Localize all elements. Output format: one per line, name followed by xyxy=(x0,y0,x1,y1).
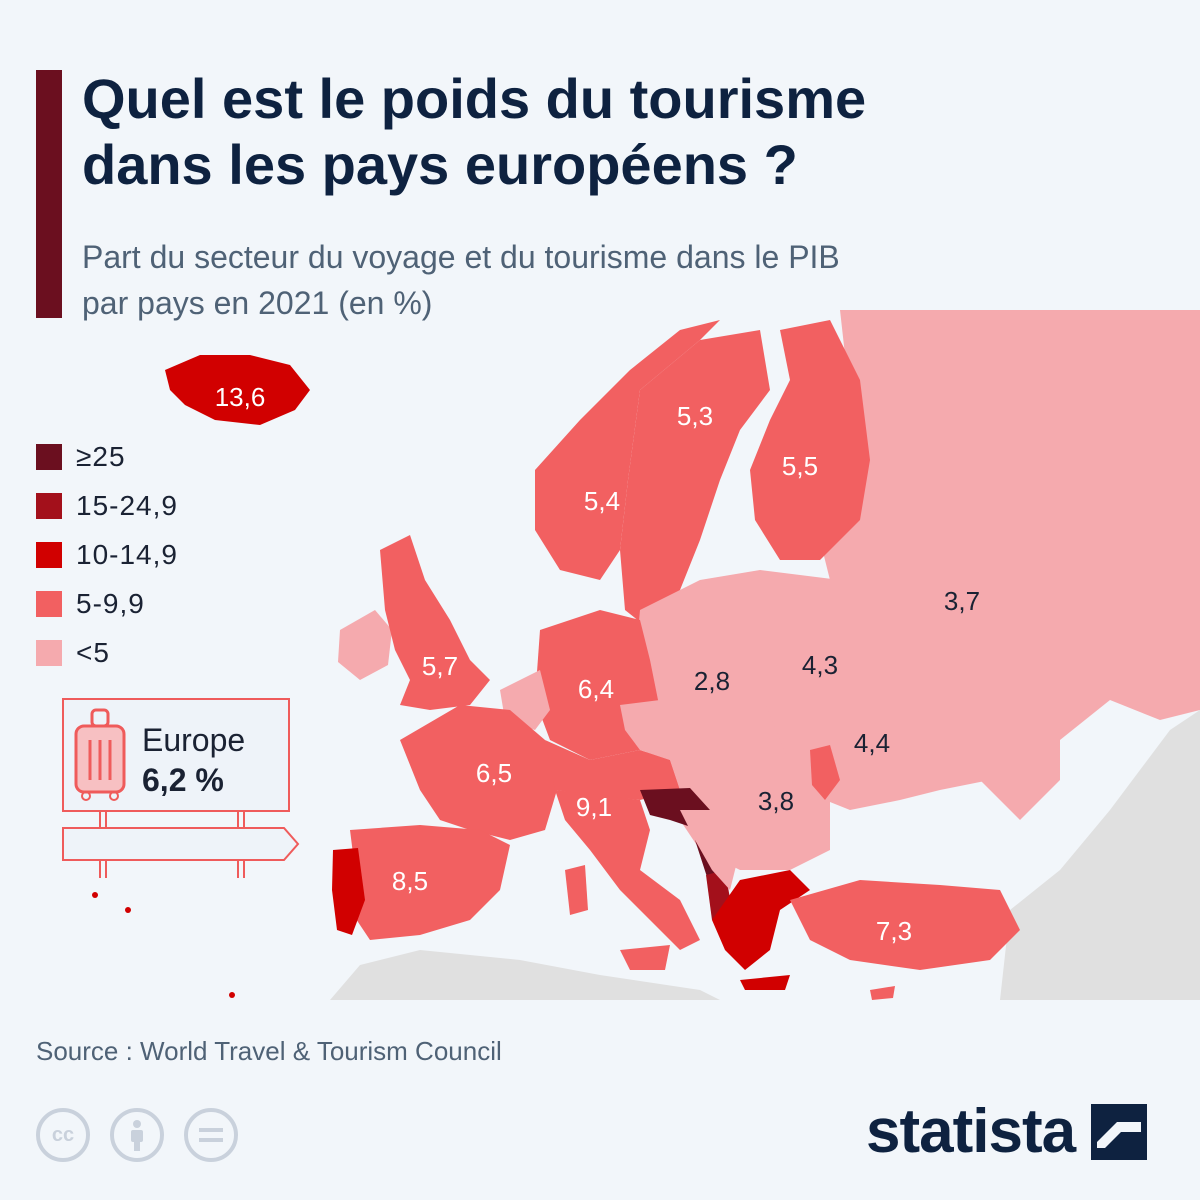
statista-logo-icon xyxy=(1091,1103,1148,1160)
label-germany: 6,4 xyxy=(578,674,614,704)
region-turkey xyxy=(790,880,1020,970)
region-france xyxy=(400,705,560,840)
region-alps xyxy=(545,740,680,800)
label-france: 6,5 xyxy=(476,758,512,788)
europe-summary-value: 6,2 % xyxy=(142,762,224,798)
legend-item: 10-14,9 xyxy=(36,530,178,579)
region-italy xyxy=(555,790,700,950)
title-line-2: dans les pays européens ? xyxy=(82,133,798,196)
region-balkans-light xyxy=(680,810,740,890)
middle-east-region xyxy=(1000,710,1200,1000)
legend-swatch xyxy=(36,492,62,519)
label-finland: 5,5 xyxy=(782,451,818,481)
region-sardinia xyxy=(565,865,588,915)
region-crete xyxy=(740,975,790,990)
creative-commons-icon[interactable]: cc xyxy=(36,1108,90,1162)
legend-swatch xyxy=(36,590,62,617)
region-greece xyxy=(712,870,810,970)
region-madeira xyxy=(125,907,131,913)
region-spain xyxy=(350,825,510,940)
label-italy: 9,1 xyxy=(576,792,612,822)
legend-item: 15-24,9 xyxy=(36,481,178,530)
region-sicily xyxy=(620,945,670,970)
label-uk: 5,7 xyxy=(422,651,458,681)
region-canaries xyxy=(229,992,235,998)
legend-swatch xyxy=(36,639,62,666)
region-ireland xyxy=(338,610,392,680)
license-icons: cc xyxy=(36,1108,238,1162)
europe-summary-card: Europe 6,2 % xyxy=(62,698,290,812)
label-spain: 8,5 xyxy=(392,866,428,896)
page-subtitle: Part du secteur du voyage et du tourisme… xyxy=(82,234,1142,326)
north-africa-region xyxy=(330,950,720,1000)
region-portugal xyxy=(332,848,365,935)
legend-item: <5 xyxy=(36,628,178,677)
subtitle-line-1: Part du secteur du voyage et du tourisme… xyxy=(82,239,840,275)
legend-item: ≥25 xyxy=(36,432,178,481)
label-belarus: 4,3 xyxy=(802,650,838,680)
legend-label: 15-24,9 xyxy=(76,489,178,521)
label-norway: 5,4 xyxy=(584,486,620,516)
source-note: Source : World Travel & Tourism Council xyxy=(36,1036,502,1066)
suitcase-icon xyxy=(74,708,126,801)
statista-logo[interactable]: statista xyxy=(866,1096,1148,1167)
legend-label: ≥25 xyxy=(76,440,126,472)
legend-item: 5-9,9 xyxy=(36,579,178,628)
title-accent-bar xyxy=(36,70,62,318)
region-russia xyxy=(820,310,1200,820)
label-ukraine: 4,4 xyxy=(854,728,890,758)
region-cyprus xyxy=(870,986,895,1000)
label-iceland: 13,6 xyxy=(215,382,266,412)
no-derivatives-icon[interactable] xyxy=(184,1108,238,1162)
label-poland: 2,8 xyxy=(694,666,730,696)
region-iceland xyxy=(165,355,310,425)
label-romania: 3,8 xyxy=(758,786,794,816)
europe-summary-label: Europe xyxy=(142,722,246,758)
attribution-icon[interactable] xyxy=(110,1108,164,1162)
logo-text: statista xyxy=(866,1097,1076,1166)
legend-swatch xyxy=(36,541,62,568)
region-norway xyxy=(535,320,720,580)
legend-label: <5 xyxy=(76,636,110,668)
region-finland xyxy=(750,320,870,560)
title-line-1: Quel est le poids du tourisme xyxy=(82,67,867,130)
label-russia: 3,7 xyxy=(944,586,980,616)
region-uk xyxy=(380,535,490,710)
subtitle-line-2: par pays en 2021 (en %) xyxy=(82,285,433,321)
legend-label: 5-9,9 xyxy=(76,587,145,619)
legend-label: 10-14,9 xyxy=(76,538,178,570)
region-moldova xyxy=(810,745,840,800)
page-title: Quel est le poids du tourisme dans les p… xyxy=(82,66,1162,198)
legend-swatch xyxy=(36,443,62,470)
label-turkey: 7,3 xyxy=(876,916,912,946)
europe-map: 13,6 5,3 5,4 5,5 3,7 5,7 6,4 2,8 4,3 4,4… xyxy=(92,310,1200,1000)
region-sweden xyxy=(620,330,770,630)
signpost-graphic xyxy=(62,810,300,878)
map-legend: ≥25 15-24,9 10-14,9 5-9,9 <5 xyxy=(36,432,178,677)
label-sweden: 5,3 xyxy=(677,401,713,431)
region-azores xyxy=(92,892,98,898)
